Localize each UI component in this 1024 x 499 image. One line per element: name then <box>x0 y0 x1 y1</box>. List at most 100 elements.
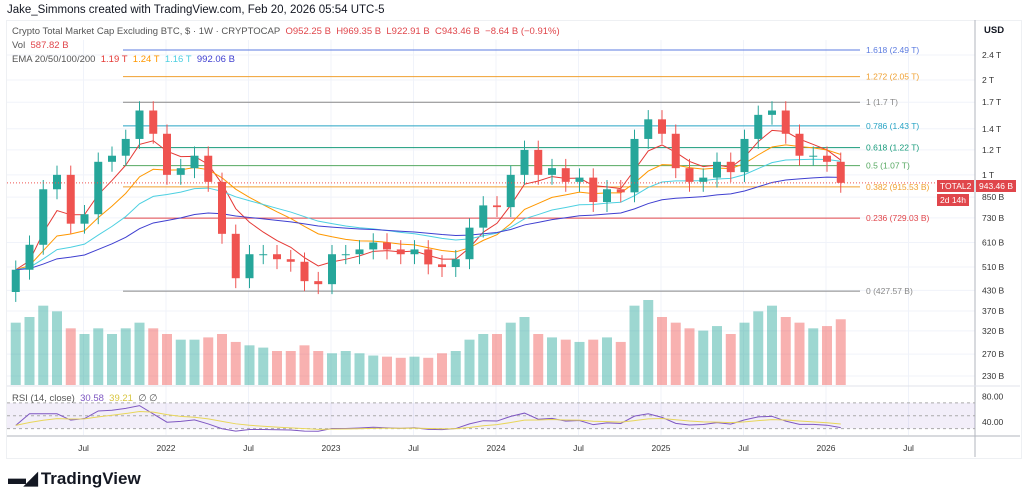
volume-bar <box>657 317 667 385</box>
candle-body <box>616 189 625 193</box>
candle-body <box>259 254 268 256</box>
y-tick-label: 850 B <box>982 192 1005 202</box>
volume-bar <box>134 322 145 385</box>
volume-bar <box>464 339 475 385</box>
y-tick-label: 430 B <box>982 285 1005 295</box>
candle-body <box>699 177 708 182</box>
volume-bar <box>285 351 296 385</box>
candle-body <box>286 259 295 262</box>
volume-bar <box>519 317 530 385</box>
candle-body <box>245 254 254 279</box>
rsi-legend: RSI (14, close) 30.58 39.21 ∅ ∅ <box>12 393 157 404</box>
rsi-ma-value: 39.21 <box>109 393 133 404</box>
x-tick-label: 2023 <box>322 443 341 453</box>
candle-body <box>190 155 199 169</box>
volume-bar <box>437 353 447 385</box>
candle-body <box>328 254 336 285</box>
chart-legend: Crypto Total Market Cap Excluding BTC, $… <box>12 25 560 67</box>
x-tick-label: Jul <box>738 443 749 453</box>
volume-bar <box>107 334 117 385</box>
volume-bar <box>120 328 131 385</box>
rsi-label[interactable]: RSI (14, close) <box>12 393 75 404</box>
volume-bar <box>547 337 557 385</box>
y-tick-label: 510 B <box>982 262 1005 272</box>
candle-body <box>671 133 680 169</box>
x-tick-label: 2022 <box>157 443 176 453</box>
x-tick-label: Jul <box>573 443 584 453</box>
volume-bar <box>808 328 819 385</box>
candle-body <box>273 254 281 260</box>
volume-bar <box>739 322 750 385</box>
volume-bar <box>382 356 392 385</box>
candle-body <box>713 161 721 178</box>
volume-bar <box>230 341 241 385</box>
candle-body <box>108 155 116 162</box>
x-tick-label: 2025 <box>652 443 671 453</box>
candle-body <box>534 149 543 175</box>
volume-bar <box>505 322 516 385</box>
rsi-extra: ∅ ∅ <box>138 393 158 404</box>
tradingview-logo[interactable]: ▬◢ TradingView <box>8 468 141 489</box>
candle-body <box>176 168 185 175</box>
volume-bar <box>299 345 310 385</box>
y-tick-label: 320 B <box>982 326 1005 336</box>
fib-label: 0.5 (1.07 T) <box>866 161 910 171</box>
volume-bar <box>189 339 200 385</box>
candle-body <box>520 149 529 175</box>
vol-label[interactable]: Vol <box>12 40 26 51</box>
candle-body <box>410 249 419 255</box>
volume-bar <box>354 353 365 385</box>
candle-body <box>396 249 405 255</box>
ema-label[interactable]: EMA 20/50/100/200 <box>12 54 96 65</box>
volume-bar <box>162 334 172 385</box>
candle-body <box>25 244 34 270</box>
change: −8.64 B (−0.91%) <box>485 26 560 37</box>
volume-bar <box>423 357 434 385</box>
volume-bar <box>368 355 379 385</box>
ema200-value: 992.06 B <box>196 54 235 65</box>
candle-body <box>53 174 61 190</box>
volume-bar <box>340 351 351 385</box>
ema50-value: 1.24 T <box>132 54 160 65</box>
rsi-tick-label: 40.00 <box>982 417 1004 427</box>
volume-bar <box>725 334 736 385</box>
fib-label: 0.786 (1.43 T) <box>866 121 919 131</box>
symbol-name[interactable]: Crypto Total Market Cap Excluding BTC, $… <box>12 26 281 37</box>
volume-bar <box>602 337 612 385</box>
candle-body <box>314 281 323 285</box>
candle-body <box>424 249 433 265</box>
y-tick-label: 1.2 T <box>982 145 1001 155</box>
fib-label: 0.618 (1.22 T) <box>866 143 919 153</box>
open: O952.25 B <box>285 26 331 37</box>
y-tick-label: 270 B <box>982 349 1005 359</box>
volume-bar <box>409 356 420 385</box>
candle-body <box>809 155 818 157</box>
x-tick-label: Jul <box>78 443 89 453</box>
candle-body <box>383 242 391 250</box>
currency-label[interactable]: USD <box>984 25 1005 36</box>
volume-row: Vol 587.82 B <box>12 39 560 53</box>
candle-body <box>823 155 831 162</box>
volume-bar <box>395 357 406 385</box>
volume-bar <box>698 330 709 385</box>
candle-body <box>438 264 446 268</box>
candle-body <box>479 205 488 228</box>
ema200-line <box>15 176 841 271</box>
y-tick-label: 1 T <box>982 170 994 180</box>
ema100-value: 1.16 T <box>164 54 192 65</box>
volume-bar <box>10 322 21 385</box>
high: H969.35 B <box>336 26 382 37</box>
symbol-row: Crypto Total Market Cap Excluding BTC, $… <box>12 25 560 39</box>
candle-body <box>11 269 20 292</box>
x-tick-label: 2026 <box>817 443 836 453</box>
candle-body <box>80 214 89 224</box>
volume-bar <box>835 319 846 385</box>
volume-bar <box>712 326 722 385</box>
volume-bar <box>52 311 62 385</box>
price-tag-countdown: 2d 14h <box>937 194 969 206</box>
chart-frame <box>6 20 1022 459</box>
rsi-line <box>15 405 841 432</box>
candle-body <box>231 233 240 279</box>
volume-bar <box>560 339 571 385</box>
